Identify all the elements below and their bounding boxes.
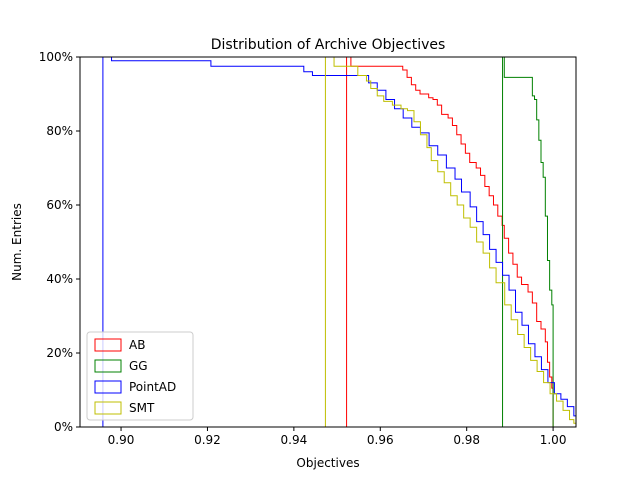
x-tick-label: 0.94 [281,433,308,447]
x-tick-label: 0.98 [453,433,480,447]
plot-frame [79,56,577,428]
legend-swatch-ab [94,338,122,352]
y-tick-label: 0% [54,420,73,434]
y-axis-label: Num. Entries [10,203,24,281]
x-tick-label: 1.00 [540,433,567,447]
legend-label-gg: GG [129,359,148,373]
y-tick-label: 40% [46,272,73,286]
legend-label-ab: AB [129,338,145,352]
series-layer [102,56,577,427]
x-axis-label: Objectives [296,456,359,470]
legend-box [86,331,194,421]
series-line-pointad [102,56,577,427]
series-line-gg [502,56,554,427]
x-axis: 0.90 0.92 0.94 0.96 0.98 1.00 [108,427,567,447]
legend-label-smt: SMT [129,401,155,415]
legend-swatch-smt [94,401,122,415]
legend: AB GG PointAD SMT [86,331,194,421]
series-line-smt [324,56,577,427]
x-tick-label: 0.90 [108,433,135,447]
legend-swatch-gg [94,359,122,373]
x-tick-label: 0.92 [194,433,221,447]
chart-title: Distribution of Archive Objectives [211,37,446,53]
y-tick-label: 60% [46,198,73,212]
legend-swatch-pointad [94,380,122,394]
x-tick-label: 0.96 [367,433,394,447]
legend-label-pointad: PointAD [129,380,176,394]
series-line-ab [346,56,554,427]
y-axis: 0% 20% 40% 60% 80% 100% [39,50,80,434]
y-tick-label: 20% [46,346,73,360]
y-tick-label: 80% [46,124,73,138]
y-tick-label: 100% [39,50,73,64]
